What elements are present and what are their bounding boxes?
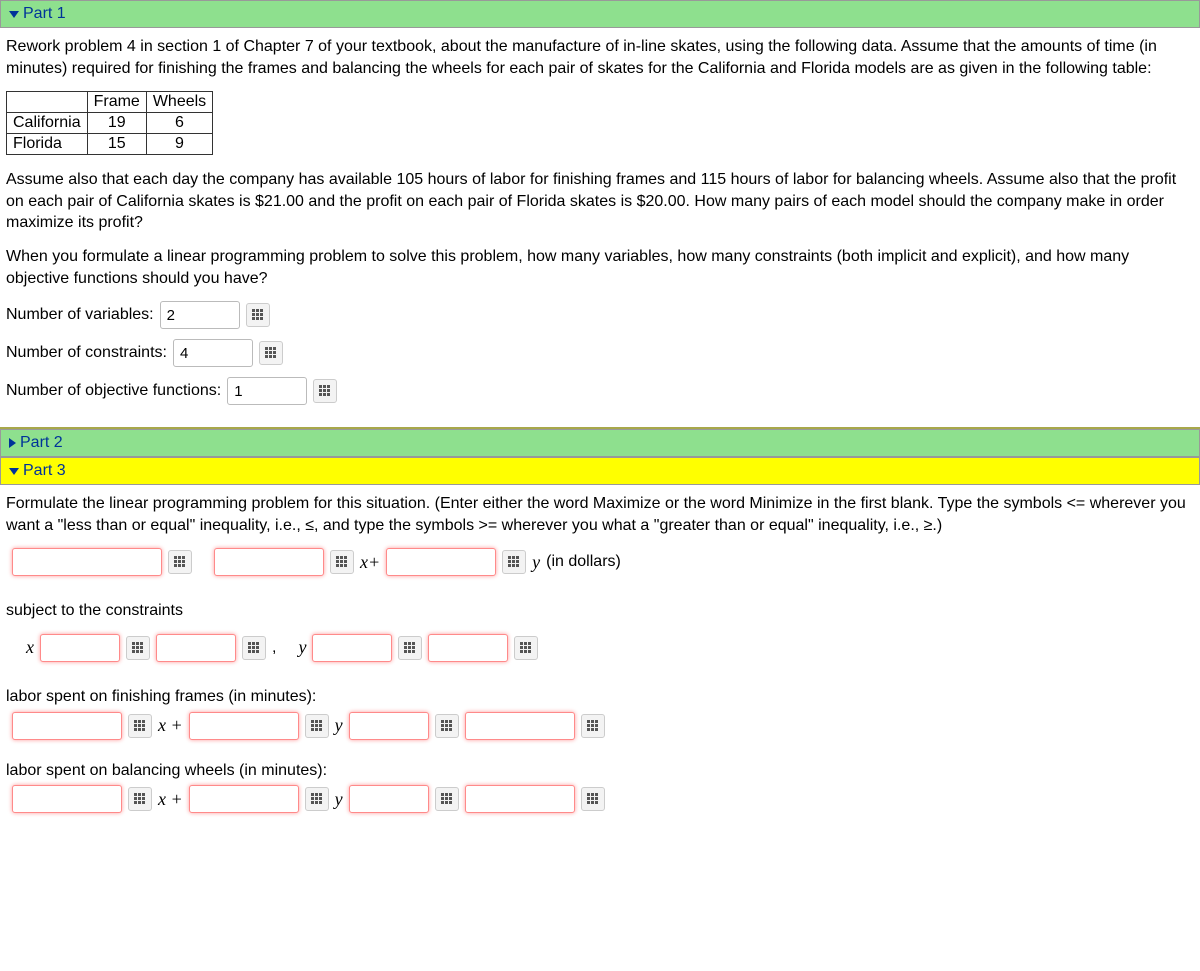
keypad-button[interactable] bbox=[305, 714, 329, 738]
wheels-coef-y-input[interactable] bbox=[189, 785, 299, 813]
data-table: Frame Wheels California 19 6 Florida 15 … bbox=[6, 91, 213, 155]
keypad-button[interactable] bbox=[246, 303, 270, 327]
keypad-button[interactable] bbox=[514, 636, 538, 660]
keypad-icon bbox=[587, 793, 599, 805]
frames-relation-input[interactable] bbox=[349, 712, 429, 740]
num-variables-input[interactable] bbox=[160, 301, 240, 329]
part-3-content: Formulate the linear programming problem… bbox=[0, 485, 1200, 831]
table-row: Florida 15 9 bbox=[7, 134, 213, 155]
keypad-button[interactable] bbox=[313, 379, 337, 403]
part1-para2: Assume also that each day the company ha… bbox=[6, 169, 1194, 234]
keypad-icon bbox=[265, 347, 277, 359]
chevron-down-icon bbox=[9, 11, 19, 18]
y-value-input[interactable] bbox=[428, 634, 508, 662]
table-cell: 9 bbox=[146, 134, 212, 155]
part1-para3: When you formulate a linear programming … bbox=[6, 246, 1194, 289]
keypad-icon bbox=[248, 642, 260, 654]
table-cell: Wheels bbox=[146, 92, 212, 113]
keypad-icon bbox=[311, 720, 323, 732]
keypad-icon bbox=[311, 793, 323, 805]
wheels-relation-input[interactable] bbox=[349, 785, 429, 813]
num-objective-label: Number of objective functions: bbox=[6, 382, 221, 400]
y-relation-input[interactable] bbox=[312, 634, 392, 662]
part-3-label: Part 3 bbox=[23, 462, 66, 480]
table-row: Frame Wheels bbox=[7, 92, 213, 113]
symbol-y: y bbox=[532, 552, 540, 573]
objective-coef-x-input[interactable] bbox=[214, 548, 324, 576]
wheels-coef-x-input[interactable] bbox=[12, 785, 122, 813]
part-3-header[interactable]: Part 3 bbox=[0, 457, 1200, 485]
num-objective-input[interactable] bbox=[227, 377, 307, 405]
num-variables-label: Number of variables: bbox=[6, 306, 154, 324]
keypad-button[interactable] bbox=[128, 714, 152, 738]
keypad-icon bbox=[336, 556, 348, 568]
part3-intro: Formulate the linear programming problem… bbox=[6, 493, 1194, 536]
num-constraints-input[interactable] bbox=[173, 339, 253, 367]
keypad-button[interactable] bbox=[581, 714, 605, 738]
keypad-icon bbox=[441, 793, 453, 805]
keypad-button[interactable] bbox=[581, 787, 605, 811]
keypad-button[interactable] bbox=[330, 550, 354, 574]
symbol-x: x + bbox=[158, 715, 183, 736]
symbol-y: y bbox=[335, 789, 343, 810]
symbol-x: x + bbox=[158, 789, 183, 810]
keypad-icon bbox=[132, 642, 144, 654]
keypad-button[interactable] bbox=[398, 636, 422, 660]
table-cell: 15 bbox=[87, 134, 146, 155]
keypad-button[interactable] bbox=[128, 787, 152, 811]
table-cell bbox=[7, 92, 88, 113]
x-value-input[interactable] bbox=[156, 634, 236, 662]
x-relation-input[interactable] bbox=[40, 634, 120, 662]
part-1-label: Part 1 bbox=[23, 5, 66, 23]
keypad-button[interactable] bbox=[242, 636, 266, 660]
table-row: California 19 6 bbox=[7, 113, 213, 134]
table-cell: Frame bbox=[87, 92, 146, 113]
frames-rhs-input[interactable] bbox=[465, 712, 575, 740]
num-constraints-label: Number of constraints: bbox=[6, 344, 167, 362]
part-1-header[interactable]: Part 1 bbox=[0, 0, 1200, 28]
keypad-icon bbox=[404, 642, 416, 654]
objective-coef-y-input[interactable] bbox=[386, 548, 496, 576]
subject-to-label: subject to the constraints bbox=[6, 600, 1194, 622]
keypad-icon bbox=[587, 720, 599, 732]
objective-tail: (in dollars) bbox=[546, 553, 621, 571]
frames-label: labor spent on finishing frames (in minu… bbox=[6, 686, 1194, 708]
keypad-icon bbox=[252, 309, 264, 321]
table-cell: 19 bbox=[87, 113, 146, 134]
keypad-button[interactable] bbox=[259, 341, 283, 365]
frames-coef-x-input[interactable] bbox=[12, 712, 122, 740]
wheels-label: labor spent on balancing wheels (in minu… bbox=[6, 760, 1194, 782]
part-1-content: Rework problem 4 in section 1 of Chapter… bbox=[0, 28, 1200, 423]
keypad-icon bbox=[134, 720, 146, 732]
keypad-icon bbox=[441, 720, 453, 732]
keypad-icon bbox=[134, 793, 146, 805]
part-2-label: Part 2 bbox=[20, 434, 63, 452]
comma: , bbox=[272, 639, 276, 657]
keypad-button[interactable] bbox=[502, 550, 526, 574]
keypad-button[interactable] bbox=[168, 550, 192, 574]
frames-coef-y-input[interactable] bbox=[189, 712, 299, 740]
table-cell: California bbox=[7, 113, 88, 134]
part-2-header[interactable]: Part 2 bbox=[0, 429, 1200, 457]
table-cell: 6 bbox=[146, 113, 212, 134]
table-cell: Florida bbox=[7, 134, 88, 155]
symbol-x: x bbox=[26, 637, 34, 658]
symbol-y: y bbox=[298, 637, 306, 658]
wheels-rhs-input[interactable] bbox=[465, 785, 575, 813]
keypad-icon bbox=[319, 385, 331, 397]
objective-word-input[interactable] bbox=[12, 548, 162, 576]
keypad-icon bbox=[174, 556, 186, 568]
part1-intro: Rework problem 4 in section 1 of Chapter… bbox=[6, 36, 1194, 79]
symbol-x: x+ bbox=[360, 552, 380, 573]
keypad-button[interactable] bbox=[435, 787, 459, 811]
symbol-y: y bbox=[335, 715, 343, 736]
keypad-button[interactable] bbox=[305, 787, 329, 811]
keypad-icon bbox=[508, 556, 520, 568]
keypad-button[interactable] bbox=[435, 714, 459, 738]
chevron-down-icon bbox=[9, 468, 19, 475]
keypad-button[interactable] bbox=[126, 636, 150, 660]
chevron-right-icon bbox=[9, 438, 16, 448]
keypad-icon bbox=[520, 642, 532, 654]
